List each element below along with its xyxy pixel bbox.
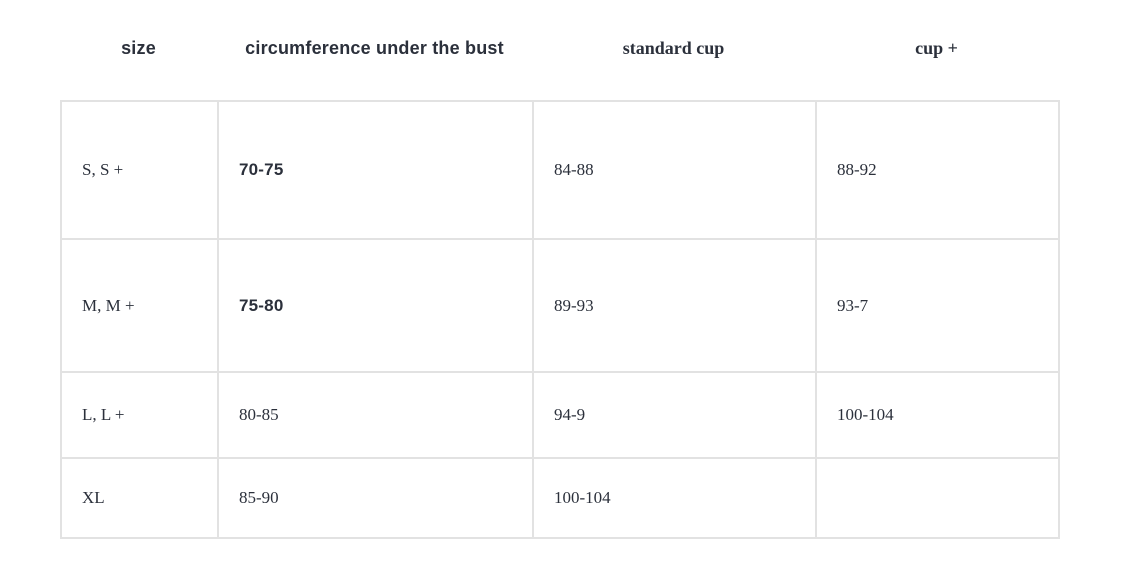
cell-cup-plus: 88-92 <box>815 100 1060 240</box>
cell-standard-cup: 89-93 <box>532 238 817 373</box>
cell-standard-cup: 94-9 <box>532 371 817 459</box>
column-header-size: size <box>121 38 156 58</box>
table-row: L, L + 80-85 94-9 100-104 <box>60 371 1060 459</box>
column-header-cup-plus: cup + <box>915 38 958 58</box>
cell-bust: 70-75 <box>217 100 534 240</box>
cell-bust: 75-80 <box>217 238 534 373</box>
cell-cup-plus <box>815 457 1060 539</box>
cell-standard-cup: 100-104 <box>532 457 817 539</box>
cell-bust: 85-90 <box>217 457 534 539</box>
column-header-standard-cup: standard cup <box>622 38 725 58</box>
cell-cup-plus: 93-7 <box>815 238 1060 373</box>
table-row: M, M + 75-80 89-93 93-7 <box>60 238 1060 373</box>
table-header-row: size circumference under the bust standa… <box>60 36 1058 60</box>
size-chart-page: size circumference under the bust standa… <box>60 36 1060 539</box>
cell-bust: 80-85 <box>217 371 534 459</box>
cell-standard-cup: 84-88 <box>532 100 817 240</box>
table-row: XL 85-90 100-104 <box>60 457 1060 539</box>
size-table: S, S + 70-75 84-88 88-92 M, M + 75-80 89… <box>60 100 1060 539</box>
cell-cup-plus: 100-104 <box>815 371 1060 459</box>
column-header-circumference: circumference under the bust <box>245 38 504 58</box>
table-row: S, S + 70-75 84-88 88-92 <box>60 100 1060 240</box>
cell-size: XL <box>60 457 219 539</box>
cell-size: M, M + <box>60 238 219 373</box>
cell-size: S, S + <box>60 100 219 240</box>
cell-size: L, L + <box>60 371 219 459</box>
